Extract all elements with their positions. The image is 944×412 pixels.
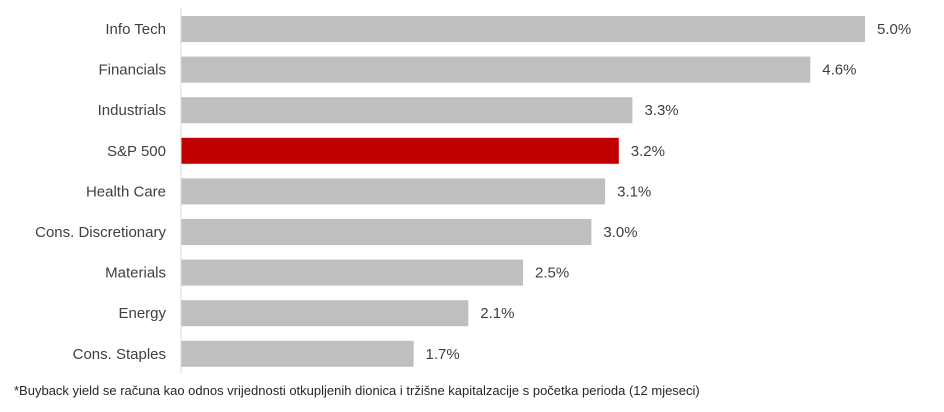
value-label: 5.0% [877, 21, 911, 38]
value-label: 2.5% [535, 265, 569, 282]
bar-industrials [181, 97, 633, 124]
bar-info-tech [181, 16, 865, 42]
category-label: Health Care [86, 183, 166, 200]
labels-layer: Info Tech 5.0% Financials 4.6% Industrials 3.… [35, 21, 911, 363]
bar-s-p-500 [181, 137, 619, 164]
buyback-yield-bar-chart: Info Tech 5.0% Financials 4.6% Industrials 3.… [35, 8, 911, 374]
category-label: Cons. Discretionary [35, 224, 166, 241]
value-label: 3.1% [617, 183, 651, 200]
value-label: 3.2% [631, 143, 665, 160]
category-label: Energy [118, 305, 166, 322]
bar-cons-staples [181, 340, 414, 367]
bar-financials [181, 56, 811, 83]
value-label: 1.7% [426, 346, 460, 363]
category-label: Industrials [98, 102, 166, 119]
value-label: 4.6% [822, 62, 856, 79]
bar-materials [181, 259, 523, 286]
category-label: Financials [98, 62, 166, 79]
category-label: Materials [105, 265, 166, 282]
category-label: S&P 500 [107, 143, 166, 160]
category-label: Info Tech [105, 21, 166, 38]
value-label: 2.1% [480, 305, 514, 322]
value-label: 3.3% [644, 102, 678, 119]
bar-health-care [181, 178, 606, 205]
bar-cons-discretionary [181, 219, 592, 245]
category-label: Cons. Staples [73, 346, 166, 363]
value-label: 3.0% [603, 224, 637, 241]
bar-energy [181, 300, 469, 327]
bars-layer [181, 16, 865, 367]
footnote: *Buyback yield se računa kao odnos vrije… [14, 383, 700, 398]
